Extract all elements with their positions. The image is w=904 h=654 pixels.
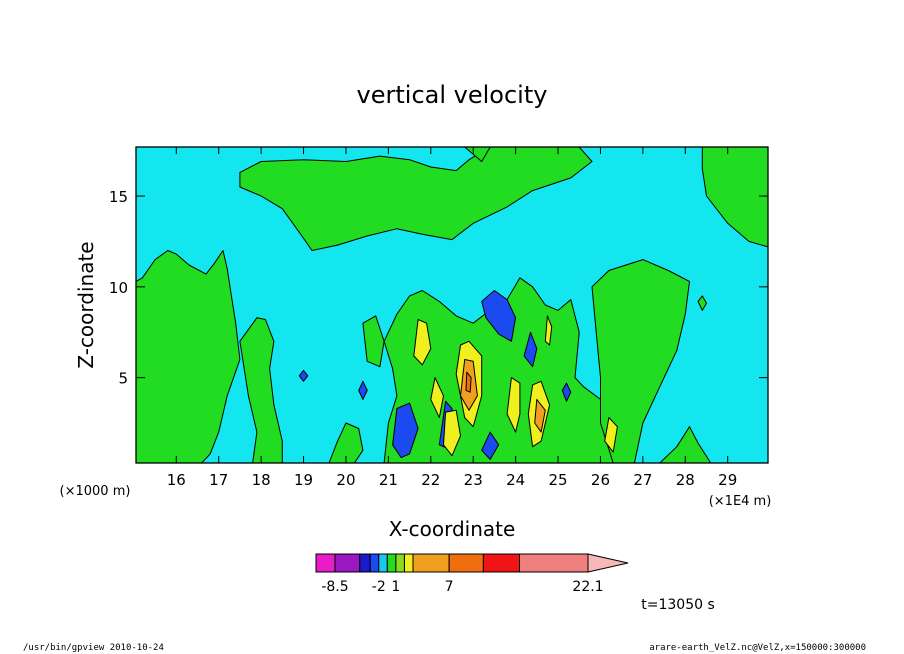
contour-region-left-mid-band: [239, 317, 283, 463]
contour-region-blue-mid-2: [481, 431, 500, 460]
contour-region-right-small: [697, 295, 707, 311]
contour-region-top-left-mass: [239, 147, 593, 251]
y-tick-label: 15: [109, 188, 128, 206]
x-tick-label: 29: [718, 471, 737, 489]
colorbar-swatch: [482, 553, 521, 573]
colorbar-swatch: [386, 553, 397, 573]
contour-region-blue-small-3: [561, 382, 572, 402]
colorbar-label: 22.1: [572, 579, 603, 595]
y-axis-label: Z-coordinate: [74, 241, 98, 368]
contour-region-blue-small-2: [298, 369, 309, 382]
colorbar-arrow: [587, 553, 629, 573]
contour-region-blue-upper: [481, 290, 517, 342]
x-tick-label: 22: [421, 471, 440, 489]
chart-title: vertical velocity: [357, 81, 548, 109]
x-tick-label: 27: [633, 471, 652, 489]
x-tick-label: 25: [548, 471, 567, 489]
x-tick-label: 17: [209, 471, 228, 489]
x-tick-label: 21: [379, 471, 398, 489]
contour-region-mid-small-2: [362, 315, 385, 368]
contour-region-right-block: [591, 259, 690, 463]
colorbar-swatch: [403, 553, 414, 573]
colorbar-swatch: [369, 553, 380, 573]
colorbar-swatch: [519, 553, 589, 573]
contour-region-blue-left-low: [392, 402, 419, 459]
plot-area: [135, 146, 769, 464]
contour-region-orange-2: [534, 398, 546, 433]
x-tick-label: 28: [676, 471, 695, 489]
contour-regions: [136, 147, 768, 463]
x-tick-label: 16: [167, 471, 186, 489]
colorbar-label: 7: [445, 579, 454, 595]
contour-region-left-column: [136, 250, 241, 463]
contour-region-yellow-3: [443, 409, 461, 457]
colorbar-label: -8.5: [321, 579, 348, 595]
footer-left: /usr/bin/gpview 2010-10-24: [23, 643, 164, 653]
colorbar-swatch: [412, 553, 450, 573]
contour-region-central-wave-field: [383, 277, 618, 463]
plot-frame: [135, 146, 769, 464]
x-tick-label: 19: [294, 471, 313, 489]
contour-region-blue-mid-3: [523, 331, 538, 368]
x-axis: 16 17 18 19 20 21 22 23 24 25 26 27 28 29: [167, 147, 737, 489]
colorbar-swatch: [448, 553, 484, 573]
contour-region-blue-small-1: [358, 380, 368, 400]
y-tick-label: 5: [118, 370, 128, 388]
contour-region-red-dot-1: [465, 371, 472, 393]
contour-region-top-right-mass: [701, 147, 768, 248]
colorbar-swatch: [395, 553, 405, 573]
colorbar-swatch: [359, 553, 371, 573]
x-tick-label: 18: [252, 471, 271, 489]
x-tick-label: 26: [591, 471, 610, 489]
colorbar-swatch: [334, 553, 361, 573]
contour-region-yellow-1: [413, 319, 432, 366]
contour-region-top-center-patch: [464, 147, 491, 162]
contour-region-yellow-8: [544, 315, 553, 346]
y-tick-label: 10: [109, 279, 128, 297]
x-unit-left: (×1000 m): [60, 484, 131, 499]
time-label: t=13050 s: [641, 597, 715, 613]
contour-region-mid-small-1: [328, 422, 364, 463]
colorbar-label: -2: [372, 579, 386, 595]
contour-region-right-bottom-slivers: [659, 426, 712, 463]
footer-right: arare-earth_VelZ.nc@VelZ,x=150000:300000: [649, 643, 866, 653]
x-tick-label: 23: [464, 471, 483, 489]
contour-region-yellow-2: [430, 377, 444, 419]
x-unit-right: (×1E4 m): [709, 494, 772, 509]
colorbar: -8.5 -2 1 7 22.1: [315, 553, 629, 595]
x-tick-label: 20: [336, 471, 355, 489]
colorbar-swatch: [315, 553, 336, 573]
colorbar-label: 1: [391, 579, 400, 595]
contour-region-yellow-5: [506, 377, 521, 433]
y-axis: 5 10 15: [109, 188, 768, 388]
x-axis-label: X-coordinate: [389, 517, 516, 541]
contour-region-yellow-7: [604, 417, 618, 453]
colorbar-swatch: [378, 553, 388, 573]
x-tick-label: 24: [506, 471, 525, 489]
